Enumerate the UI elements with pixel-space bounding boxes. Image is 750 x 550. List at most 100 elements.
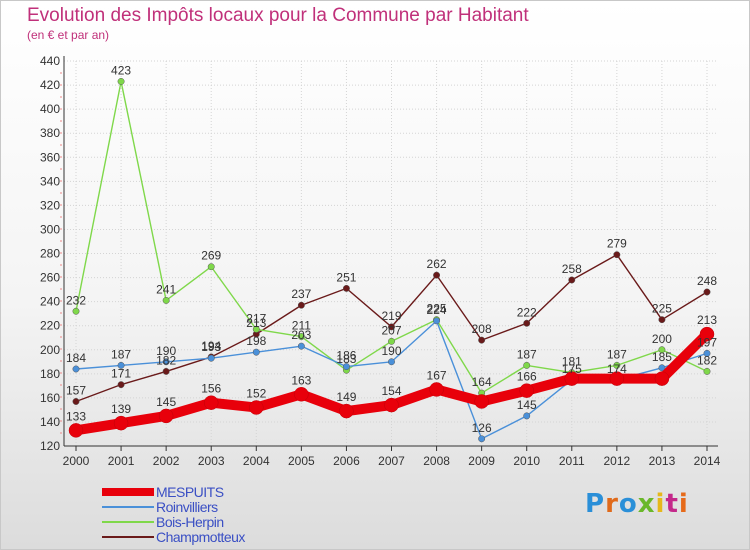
logo-letter: i — [655, 489, 666, 519]
data-label: 269 — [201, 249, 221, 263]
y-tick-label: 300 — [40, 222, 60, 236]
data-point — [203, 395, 219, 410]
x-tick-label: 2012 — [604, 454, 631, 468]
data-label: 213 — [697, 313, 717, 327]
data-label: 171 — [111, 367, 131, 381]
data-point — [388, 323, 395, 331]
x-tick-label: 2014 — [694, 454, 721, 468]
legend-label: Roinvilliers — [156, 499, 218, 515]
data-label: 208 — [472, 322, 492, 336]
data-labels: 157 171 182 194 213 237 251 219 262 208 222 258 279 2… — [66, 63, 717, 434]
data-label: 279 — [607, 237, 627, 251]
data-point — [658, 316, 666, 324]
data-point — [342, 363, 350, 371]
data-point — [162, 367, 170, 375]
proxiti-logo: Proxiti — [585, 489, 689, 519]
legend-label: Bois-Herpin — [156, 514, 224, 530]
y-tick-label: 200 — [40, 343, 60, 357]
x-tick-label: 2002 — [153, 454, 180, 468]
x-tick-label: 2003 — [198, 454, 225, 468]
legend-swatch — [102, 536, 154, 538]
chart-subtitle: (en € et par an) — [27, 28, 110, 42]
data-point — [162, 358, 170, 366]
logo-letter: r — [605, 489, 619, 519]
x-tick-label: 2000 — [63, 454, 90, 468]
data-label: 152 — [246, 387, 266, 401]
data-label: 145 — [156, 395, 176, 409]
legend-swatch — [102, 506, 154, 508]
data-label: 183 — [336, 352, 356, 366]
data-label: 145 — [517, 398, 537, 412]
data-point — [342, 284, 350, 292]
data-point — [207, 263, 215, 271]
series-bois-herpin — [72, 78, 711, 397]
data-label: 198 — [246, 334, 266, 348]
data-point — [252, 325, 260, 333]
data-label: 174 — [607, 362, 627, 376]
data-label: 203 — [291, 328, 311, 342]
data-point — [523, 319, 531, 327]
data-label: 224 — [427, 303, 447, 317]
data-label: 166 — [517, 370, 537, 384]
data-point — [658, 364, 666, 372]
data-label: 225 — [427, 302, 447, 316]
data-label: 187 — [111, 347, 131, 361]
legend-item: Roinvilliers — [99, 499, 299, 515]
data-label: 182 — [156, 353, 176, 367]
data-label: 248 — [697, 274, 717, 288]
x-tick-label: 2010 — [513, 454, 540, 468]
legend-item: Bois-Herpin — [99, 514, 299, 530]
y-tick-label: 240 — [40, 295, 60, 309]
y-tick-label: 220 — [40, 319, 60, 333]
data-point — [68, 423, 84, 438]
x-tick-label: 2008 — [423, 454, 450, 468]
data-point — [252, 348, 260, 356]
y-tick-label: 400 — [40, 102, 60, 116]
data-label: 164 — [472, 375, 492, 389]
data-point — [433, 317, 441, 325]
y-tick-label: 280 — [40, 247, 60, 261]
data-label: 197 — [697, 335, 717, 349]
data-label: 182 — [697, 353, 717, 367]
data-point — [519, 383, 534, 398]
data-label: 190 — [381, 344, 401, 358]
x-tick-label: 2009 — [468, 454, 495, 468]
legend: MESPUITS Roinvilliers Bois-Herpin Champmott… — [99, 484, 299, 545]
data-point — [297, 333, 305, 340]
y-tick-label: 140 — [40, 415, 60, 429]
data-point — [384, 397, 399, 413]
data-point — [654, 371, 670, 386]
y-tick-label: 160 — [40, 391, 60, 405]
x-tick-label: 2006 — [333, 454, 360, 468]
data-point — [703, 349, 711, 357]
data-point — [478, 336, 486, 344]
legend-item: MESPUITS — [99, 484, 299, 500]
data-label: 157 — [66, 383, 86, 397]
y-tick-label: 420 — [40, 78, 60, 92]
data-point — [162, 296, 170, 304]
data-point — [388, 358, 395, 366]
logo-letter: P — [585, 489, 606, 519]
data-label: 187 — [517, 347, 537, 361]
data-point — [523, 412, 531, 420]
data-point — [113, 415, 129, 431]
data-label: 133 — [66, 409, 86, 423]
data-label: 200 — [652, 332, 672, 346]
data-point — [433, 271, 441, 279]
data-point — [478, 435, 486, 443]
data-point — [117, 78, 125, 85]
y-tick-label: 440 — [40, 54, 60, 68]
series-champmotteux — [72, 251, 711, 405]
x-tick-label: 2001 — [108, 454, 135, 468]
data-point — [249, 400, 264, 415]
legend-swatch — [102, 521, 154, 523]
logo-letter: x — [637, 489, 656, 519]
data-label: 181 — [562, 355, 582, 369]
y-tick-label: 180 — [40, 367, 60, 381]
data-label: 190 — [156, 344, 176, 358]
data-point — [117, 361, 125, 369]
data-label: 262 — [427, 257, 447, 271]
y-tick-label: 260 — [40, 271, 60, 285]
data-label: 194 — [201, 339, 221, 353]
data-label: 241 — [156, 282, 176, 296]
